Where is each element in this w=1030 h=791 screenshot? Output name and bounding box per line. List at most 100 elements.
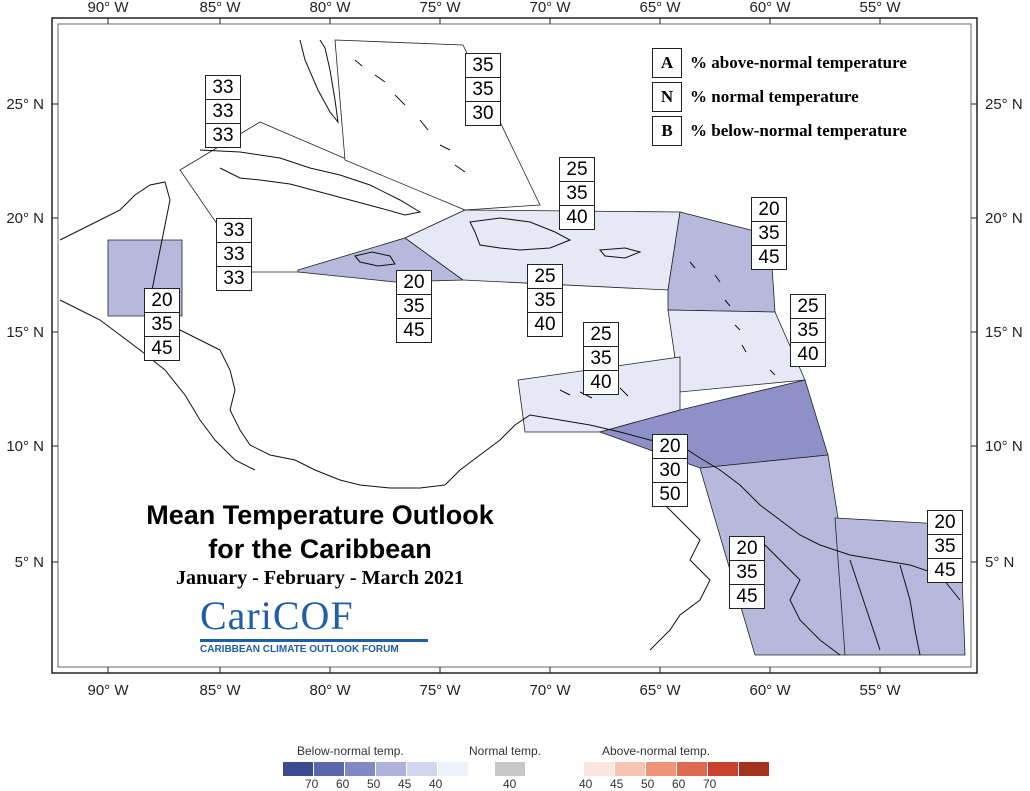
- lon-tick-label-top: 55° W: [859, 0, 901, 16]
- legend-normal-title: Normal temp.: [469, 744, 542, 758]
- key-letter-n: N: [652, 82, 682, 112]
- forecast-period: January - February - March 2021: [176, 567, 464, 589]
- lat-tick-label-left: 20° N: [6, 210, 44, 227]
- prob-above: 33: [206, 76, 240, 100]
- prob-below: 45: [403, 320, 425, 341]
- prob-normal: 33: [217, 243, 251, 267]
- prob-normal: 35: [466, 78, 500, 102]
- lon-tick-label-top: 80° W: [309, 0, 351, 16]
- caricof-logo: CariCOF CARIBBEAN CLIMATE OUTLOOK FORUM: [200, 595, 440, 655]
- key-row-above: A % above-normal temperature: [652, 46, 962, 80]
- legend-swatch-above: [646, 762, 676, 776]
- prob-normal: 30: [653, 459, 687, 483]
- prob-box-turks-caicos: 25 35 40: [559, 157, 595, 230]
- legend-label-below: 70: [305, 777, 319, 791]
- legend-swatch-below: [283, 762, 313, 776]
- legend-label-above: 70: [703, 777, 717, 791]
- prob-below: 30: [472, 103, 494, 124]
- key-text-above: % above-normal temperature: [690, 53, 907, 72]
- prob-below: 40: [566, 207, 588, 228]
- lon-tick-label-bottom: 70° W: [529, 682, 571, 699]
- prob-above: 35: [466, 54, 500, 78]
- legend-swatch-above: [584, 762, 614, 776]
- prob-box-trinidad-tobago: 20 30 50: [652, 434, 688, 507]
- prob-above: 20: [653, 435, 687, 459]
- legend-swatch-above: [677, 762, 707, 776]
- prob-above: 25: [560, 158, 594, 182]
- coastlines: [59, 39, 961, 656]
- prob-box-florida-bahamas: 35 35 30: [465, 53, 501, 126]
- legend-label-above: 50: [641, 777, 655, 791]
- logo-subtitle: CARIBBEAN CLIMATE OUTLOOK FORUM: [200, 644, 399, 655]
- logo-wordmark: CariCOF: [200, 593, 354, 638]
- logo-rule: [200, 639, 428, 642]
- legend-swatch-below: [345, 762, 375, 776]
- prob-below: 45: [758, 247, 780, 268]
- prob-normal: 35: [145, 313, 179, 337]
- legend-swatch-below: [407, 762, 437, 776]
- prob-normal: 35: [528, 289, 562, 313]
- island-marks: [354, 59, 776, 399]
- prob-above: 25: [584, 323, 618, 347]
- legend-swatch-below: [376, 762, 406, 776]
- prob-box-belize: 20 35 45: [144, 288, 180, 361]
- lat-tick-label-left: 15° N: [6, 324, 44, 341]
- lon-tick-label-top: 60° W: [749, 0, 791, 16]
- prob-above: 33: [217, 219, 251, 243]
- key-letter-a: A: [652, 48, 682, 78]
- lon-tick-label-bottom: 65° W: [639, 682, 681, 699]
- legend-above-title: Above-normal temp.: [602, 744, 711, 758]
- legend-label-above: 60: [672, 777, 686, 791]
- lon-tick-label-bottom: 80° W: [309, 682, 351, 699]
- legend-label-above: 45: [610, 777, 624, 791]
- prob-above: 20: [397, 271, 431, 295]
- map-title: Mean Temperature Outlook for the Caribbe…: [110, 498, 530, 566]
- prob-box-guyana: 20 35 45: [729, 536, 765, 609]
- axis-tick-labels: 90° W 85° W 80° W 75° W 70° W 65° W 60° W 55° W…: [6, 0, 1022, 699]
- prob-box-suriname-guiana: 20 35 45: [927, 510, 963, 583]
- prob-below: 33: [212, 125, 234, 146]
- key-text-below: % below-normal temperature: [690, 121, 907, 140]
- legend-swatch-above: [739, 762, 769, 776]
- map-inner-frame: [57, 23, 972, 668]
- lat-tick-label-right: 10° N: [985, 438, 1023, 455]
- prob-normal: 35: [791, 319, 825, 343]
- lat-tick-label-left: 5° N: [15, 554, 44, 571]
- legend-label-normal: 40: [503, 777, 517, 791]
- lon-tick-label-bottom: 75° W: [419, 682, 461, 699]
- prob-below: 50: [659, 484, 681, 505]
- legend-label-below: 40: [429, 777, 443, 791]
- prob-normal: 35: [584, 347, 618, 371]
- lon-tick-label-bottom: 85° W: [199, 682, 241, 699]
- region-florida-bahamas: [334, 39, 541, 211]
- legend-swatch-normal: [495, 762, 525, 776]
- prob-normal: 35: [928, 535, 962, 559]
- legend-swatch-below: [438, 762, 468, 776]
- prob-box-cuba-west: 33 33 33: [205, 75, 241, 148]
- lat-tick-label-right: 25° N: [985, 96, 1023, 113]
- prob-box-cayman: 33 33 33: [216, 218, 252, 291]
- lon-tick-label-bottom: 90° W: [87, 682, 129, 699]
- lat-tick-label-right: 5° N: [985, 554, 1014, 571]
- prob-above: 20: [928, 511, 962, 535]
- lon-tick-label-top: 85° W: [199, 0, 241, 16]
- prob-box-hispaniola-pr: 25 35 40: [527, 264, 563, 337]
- prob-below: 33: [223, 268, 245, 289]
- lat-tick-label-left: 10° N: [6, 438, 44, 455]
- title-line-2: for the Caribbean: [208, 534, 432, 564]
- prob-above: 25: [791, 295, 825, 319]
- key-text-normal: % normal temperature: [690, 87, 859, 106]
- lon-tick-label-bottom: 55° W: [859, 682, 901, 699]
- axis-ticks: [52, 18, 977, 673]
- key-row-below: B % below-normal temperature: [652, 114, 962, 148]
- legend-label-above: 40: [579, 777, 593, 791]
- prob-below: 40: [534, 314, 556, 335]
- lon-tick-label-top: 70° W: [529, 0, 571, 16]
- lat-tick-label-right: 20° N: [985, 210, 1023, 227]
- probability-key: A % above-normal temperature N % normal …: [652, 46, 962, 148]
- prob-above: 25: [528, 265, 562, 289]
- lon-tick-label-top: 75° W: [419, 0, 461, 16]
- key-row-normal: N % normal temperature: [652, 80, 962, 114]
- title-line-1: Mean Temperature Outlook: [146, 500, 494, 530]
- lat-tick-label-right: 15° N: [985, 324, 1023, 341]
